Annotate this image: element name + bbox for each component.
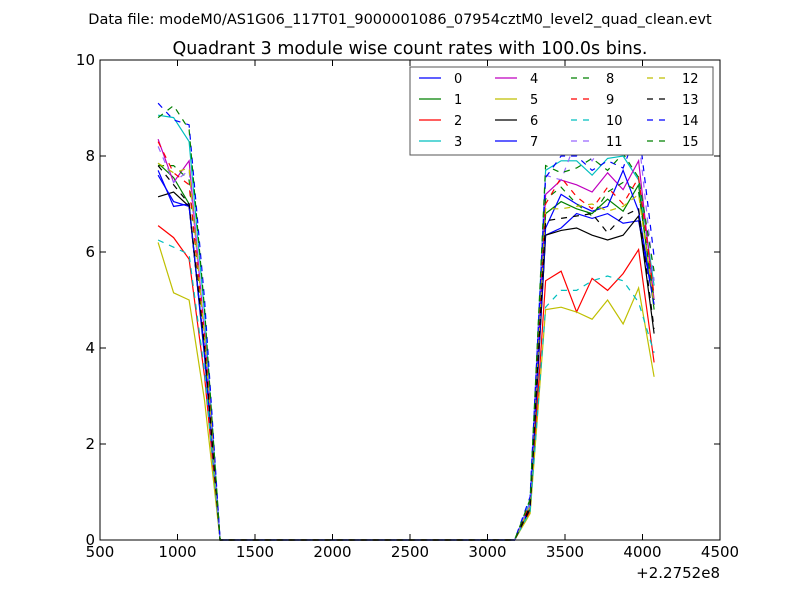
series-line-9	[157, 141, 655, 541]
legend-label-10: 10	[606, 114, 623, 129]
chart-title: Quadrant 3 module wise count rates with …	[173, 39, 648, 59]
series-line-8	[158, 165, 655, 541]
legend-label-14: 14	[682, 114, 699, 129]
legend-label-15: 15	[682, 135, 699, 150]
x-tick-label: 4500	[701, 543, 739, 561]
legend-label-11: 11	[606, 135, 623, 150]
x-axis-offset-label: +2.2752e8	[636, 564, 720, 582]
x-tick-label: 4000	[623, 543, 661, 561]
x-tick-label: 2500	[391, 543, 429, 561]
y-tick-label: 10	[76, 51, 95, 69]
legend-label-4: 4	[530, 72, 538, 87]
x-tick-label: 500	[86, 543, 115, 561]
y-tick-label: 6	[85, 243, 95, 261]
legend-label-1: 1	[454, 93, 462, 108]
legend-label-7: 7	[530, 135, 538, 150]
y-tick-label: 8	[85, 147, 95, 165]
legend-label-8: 8	[606, 72, 614, 87]
legend-label-13: 13	[682, 93, 699, 108]
legend-label-5: 5	[530, 93, 538, 108]
legend-label-12: 12	[682, 72, 699, 87]
legend-label-6: 6	[530, 114, 538, 129]
x-tick-label: 1000	[158, 543, 196, 561]
y-tick-label: 2	[85, 435, 95, 453]
legend-label-0: 0	[454, 72, 462, 87]
y-tick-label: 0	[85, 531, 95, 549]
x-tick-label: 3500	[546, 543, 584, 561]
y-tick-label: 4	[85, 339, 95, 357]
x-tick-label: 1500	[236, 543, 274, 561]
legend-frame	[409, 66, 714, 156]
legend-label-9: 9	[606, 93, 614, 108]
x-tick-label: 3000	[468, 543, 506, 561]
figure-suptitle: Data file: modeM0/AS1G06_117T01_90000010…	[88, 12, 712, 28]
x-tick-label: 2000	[313, 543, 351, 561]
legend-label-2: 2	[454, 114, 462, 129]
x-axis: 500 1000 1500 2000 2500 3000 3500 4000 4500	[86, 60, 739, 561]
legend-label-3: 3	[454, 135, 462, 150]
